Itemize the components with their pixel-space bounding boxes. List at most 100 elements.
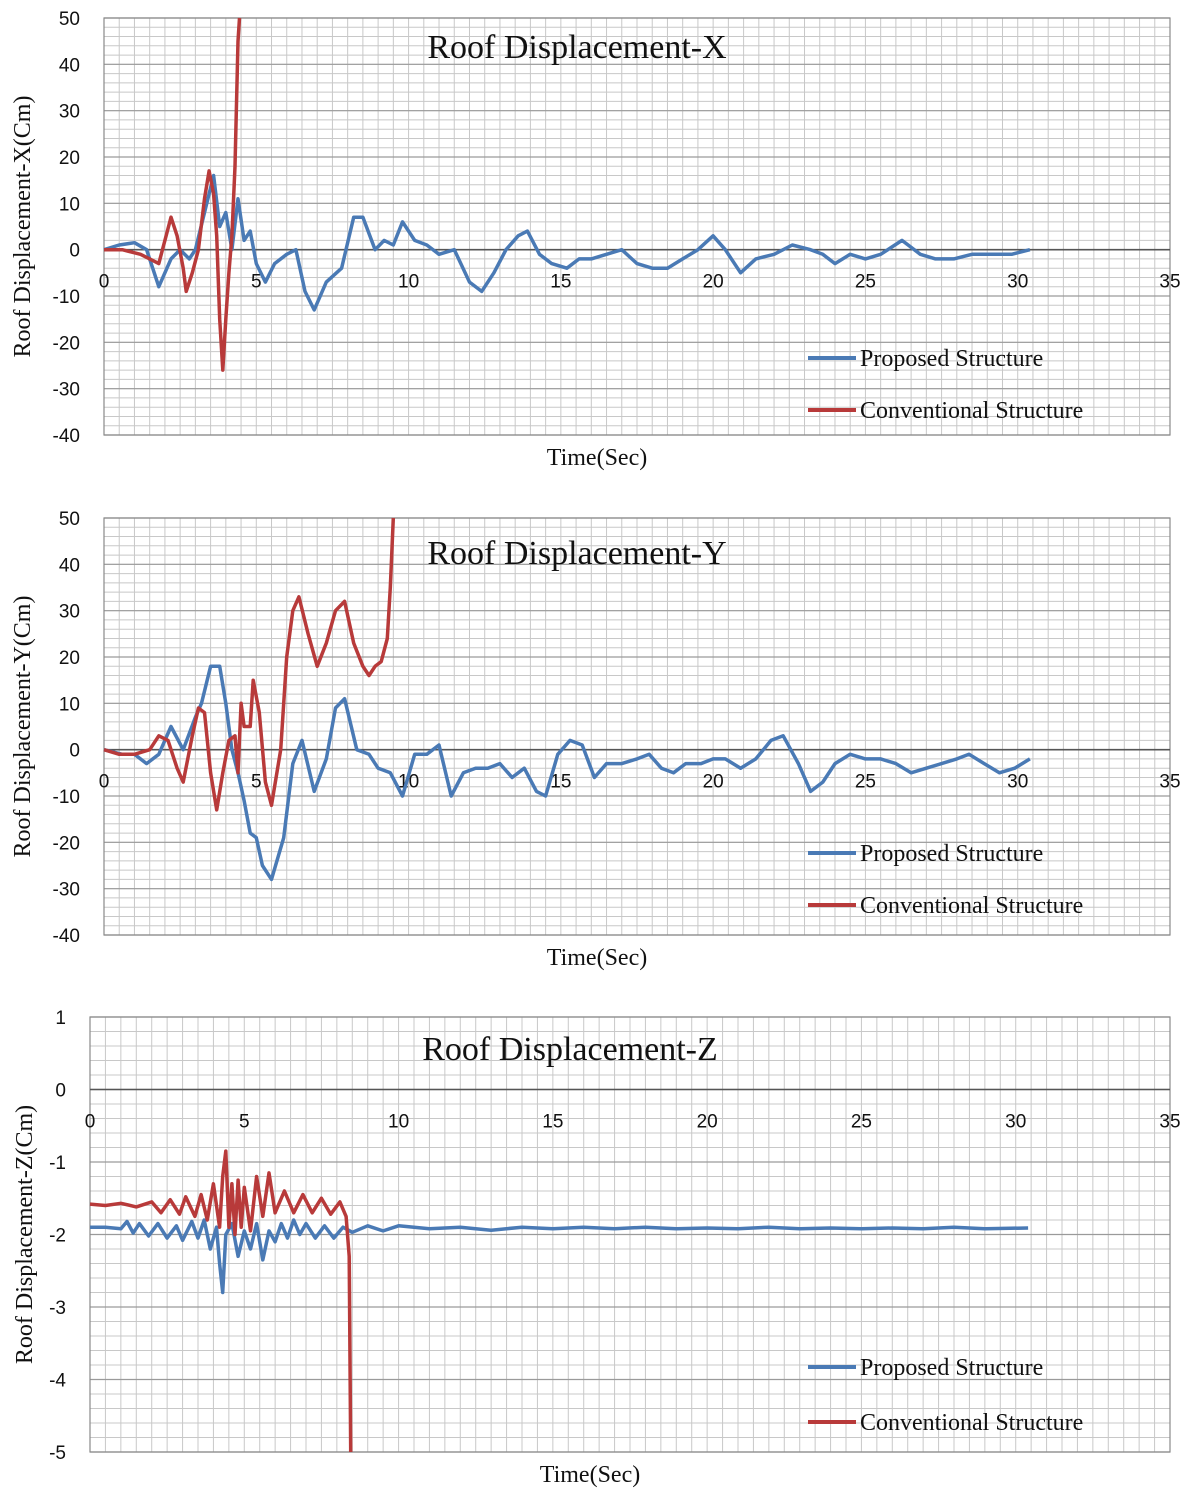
data-point xyxy=(724,248,727,251)
data-point xyxy=(135,1205,138,1208)
data-point xyxy=(212,1182,215,1185)
x-tick-label: 15 xyxy=(550,772,571,793)
data-point xyxy=(392,517,395,520)
data-point xyxy=(285,253,288,256)
data-point xyxy=(681,257,684,260)
data-point xyxy=(438,744,441,747)
x-tick-label: 5 xyxy=(251,772,262,793)
data-point xyxy=(133,241,136,244)
data-point xyxy=(279,748,282,751)
data-point xyxy=(212,193,215,196)
data-point xyxy=(194,248,197,251)
data-point xyxy=(428,1227,431,1230)
data-point xyxy=(521,1226,524,1229)
data-point xyxy=(791,244,794,247)
data-point xyxy=(218,318,221,321)
data-point xyxy=(224,1233,227,1236)
data-point xyxy=(218,1262,221,1265)
data-point xyxy=(230,1222,233,1225)
data-point xyxy=(523,767,526,770)
data-point xyxy=(270,804,273,807)
data-point xyxy=(351,1231,354,1234)
legend-item: Conventional Structure xyxy=(808,893,1083,919)
x-tick-label: 5 xyxy=(251,272,262,293)
data-point xyxy=(737,1227,740,1230)
data-point xyxy=(298,1233,301,1236)
data-point xyxy=(343,600,346,603)
data-point xyxy=(922,1227,925,1230)
data-point xyxy=(119,1227,122,1230)
data-point xyxy=(480,290,483,293)
x-tick-label: 10 xyxy=(388,1112,409,1133)
data-point xyxy=(712,757,715,760)
data-point xyxy=(383,239,386,242)
data-point xyxy=(163,239,166,242)
data-point xyxy=(261,1258,264,1261)
data-point xyxy=(145,248,148,251)
data-point xyxy=(182,267,185,270)
data-point xyxy=(203,211,206,214)
data-point xyxy=(218,225,221,228)
y-tick-label: -1 xyxy=(49,1153,66,1174)
data-point xyxy=(754,757,757,760)
data-point xyxy=(648,753,651,756)
data-point xyxy=(672,771,675,774)
x-axis-label: Time(Sec) xyxy=(547,445,647,471)
chart-roof-displacement-x: 50 40 30 20 10 0 -10 -20 -30 -40 0 5 10 15 20 25 30 35 Roo… xyxy=(0,0,1190,480)
data-point xyxy=(900,239,903,242)
data-point xyxy=(332,1237,335,1240)
data-point xyxy=(636,757,639,760)
data-point xyxy=(121,753,124,756)
data-point xyxy=(651,267,654,270)
legend-label: Conventional Structure xyxy=(860,893,1083,919)
data-point xyxy=(329,1213,332,1216)
data-point xyxy=(249,230,252,233)
data-point xyxy=(147,1234,150,1237)
data-point xyxy=(224,211,227,214)
data-point xyxy=(121,248,124,251)
data-point xyxy=(325,757,328,760)
data-point xyxy=(181,1239,184,1242)
data-point xyxy=(166,1237,169,1240)
data-point xyxy=(492,271,495,274)
data-point xyxy=(285,656,288,659)
y-tick-label: 50 xyxy=(59,9,80,30)
data-point xyxy=(517,234,520,237)
data-point xyxy=(401,795,404,798)
data-point xyxy=(450,795,453,798)
data-point xyxy=(249,1248,252,1251)
data-point xyxy=(535,790,538,793)
data-point xyxy=(188,257,191,260)
y-tick-label: -10 xyxy=(53,287,80,308)
data-point xyxy=(334,609,337,612)
data-point xyxy=(620,248,623,251)
data-point xyxy=(925,767,928,770)
data-point xyxy=(237,771,240,774)
x-tick-label: 20 xyxy=(703,272,724,293)
x-tick-label: 30 xyxy=(1005,1112,1026,1133)
data-point xyxy=(258,711,261,714)
data-point xyxy=(255,836,258,839)
legend-item: Proposed Structure xyxy=(808,1355,1043,1381)
data-point xyxy=(307,632,310,635)
data-point xyxy=(304,290,307,293)
data-point xyxy=(249,725,252,728)
data-point xyxy=(699,762,702,765)
data-point xyxy=(170,216,173,219)
data-point xyxy=(367,753,370,756)
plot-frame xyxy=(103,17,1171,436)
data-point xyxy=(879,757,882,760)
y-tick-label: -20 xyxy=(53,833,80,854)
data-point xyxy=(224,702,227,705)
data-point xyxy=(348,1255,351,1258)
data-point xyxy=(139,253,142,256)
x-tick-label: 30 xyxy=(1007,772,1028,793)
data-point xyxy=(401,220,404,223)
data-point xyxy=(249,832,252,835)
chart-title: Roof Displacement-Y xyxy=(427,535,726,572)
data-point xyxy=(159,1211,162,1214)
data-point xyxy=(505,248,508,251)
data-point xyxy=(227,739,230,742)
data-point xyxy=(389,586,392,589)
y-tick-label: 10 xyxy=(59,194,80,215)
